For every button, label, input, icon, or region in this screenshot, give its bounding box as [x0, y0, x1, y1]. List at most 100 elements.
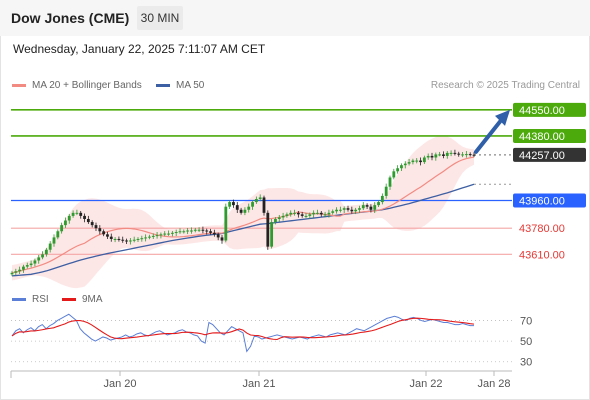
rsi-swatch [12, 297, 26, 301]
ma50-line [11, 183, 475, 277]
candle-body [37, 257, 41, 261]
legend-ma50-label: MA 50 [176, 80, 205, 91]
candle-body [411, 160, 415, 163]
candle-body [48, 243, 52, 250]
candle-body [151, 235, 155, 237]
candle-body [392, 171, 396, 178]
candle-body [113, 238, 117, 240]
rsi-line [11, 313, 474, 353]
candle-body [472, 154, 476, 156]
candle-body [293, 212, 296, 214]
x-tick-label-0: Jan 20 [103, 378, 136, 390]
candle-body [201, 229, 205, 231]
research-credit: Research © 2025 Trading Central [430, 80, 580, 91]
candle-body [239, 209, 243, 213]
candle-body [106, 234, 109, 237]
candle-body [174, 232, 178, 234]
candle-body [380, 195, 384, 203]
level-label-44550.00: 44550.00 [519, 105, 565, 117]
level-tag-44257.00 [513, 147, 586, 162]
candle-body [205, 230, 209, 232]
candle-body [274, 218, 277, 223]
candle-body [335, 209, 338, 212]
candle-body [438, 154, 442, 156]
candle-body [316, 212, 319, 214]
candle-body [163, 233, 167, 235]
candle-body [41, 254, 44, 258]
level-tag-44380.00 [513, 128, 586, 143]
candle-body [285, 214, 289, 216]
candle-body [426, 155, 430, 158]
candle-body [220, 237, 224, 241]
level-label-43960.00: 43960.00 [519, 196, 565, 208]
rsi-tick-70: 70 [520, 315, 532, 327]
candle-body [148, 236, 151, 238]
candle-body [132, 239, 136, 241]
legend-ma20-label: MA 20 + Bollinger Bands [32, 80, 142, 91]
legend-ma20: MA 20 + Bollinger Bands [12, 80, 142, 91]
candle-body [407, 162, 411, 164]
forecast-arrow-head [495, 109, 510, 126]
candle-body [117, 238, 121, 240]
candle-body [140, 238, 144, 240]
candle-body [377, 202, 380, 206]
candle-body [308, 214, 312, 216]
candle-body [86, 218, 90, 223]
ma20-line [11, 156, 475, 274]
level-label-44380.00: 44380.00 [519, 131, 565, 143]
candle-body [327, 212, 331, 215]
candle-body [419, 160, 422, 163]
level-label-44257.00: 44257.00 [519, 150, 565, 162]
candle-body [83, 215, 86, 219]
candle-body [167, 233, 170, 235]
candle-body [361, 205, 365, 209]
candle-body [457, 153, 461, 155]
legend-9ma-label: 9MA [82, 294, 103, 305]
x-tick-label-2: Jan 22 [409, 378, 442, 390]
candle-body [121, 239, 125, 241]
candle-body [453, 152, 457, 154]
candle-body [159, 234, 163, 236]
candle-body [235, 205, 239, 210]
candle-body [60, 225, 64, 232]
candle-body [281, 215, 285, 218]
candle-body [243, 209, 247, 213]
x-tick-label-1: Jan 21 [242, 378, 275, 390]
candle-body [319, 212, 323, 215]
candle-body [415, 160, 419, 162]
candle-body [109, 236, 113, 239]
candle-body [178, 231, 182, 233]
candle-body [98, 228, 102, 232]
candle-body [289, 212, 293, 215]
candle-body [197, 229, 201, 231]
ma20-swatch [12, 83, 26, 87]
candle-body [224, 206, 228, 241]
candle-body [403, 163, 407, 166]
candle-body [193, 229, 197, 231]
candle-body [128, 240, 132, 242]
candle-body [170, 232, 174, 234]
candle-body [14, 271, 18, 273]
candle-body [342, 208, 346, 210]
candle-body [262, 197, 266, 213]
candle-body [365, 205, 369, 207]
candle-body [358, 208, 361, 210]
candle-body [190, 230, 193, 232]
candle-body [270, 222, 274, 247]
candle-body [90, 222, 94, 226]
candle-body [300, 214, 304, 216]
interval-selector[interactable]: 30 MIN [137, 6, 183, 30]
candle-body [18, 269, 22, 272]
x-tick-label-3: Jan 28 [477, 378, 510, 390]
candle-body [312, 212, 316, 215]
candle-body [209, 231, 212, 233]
candle-body [449, 152, 453, 154]
candle-body [468, 154, 472, 156]
candle-body [400, 165, 403, 169]
level-tag-44550.00 [513, 102, 586, 117]
candle-body [247, 206, 251, 210]
candle-body [10, 272, 14, 275]
candle-body [258, 197, 262, 199]
candle-body [323, 214, 327, 216]
level-label-43610.00: 43610.00 [519, 249, 565, 261]
